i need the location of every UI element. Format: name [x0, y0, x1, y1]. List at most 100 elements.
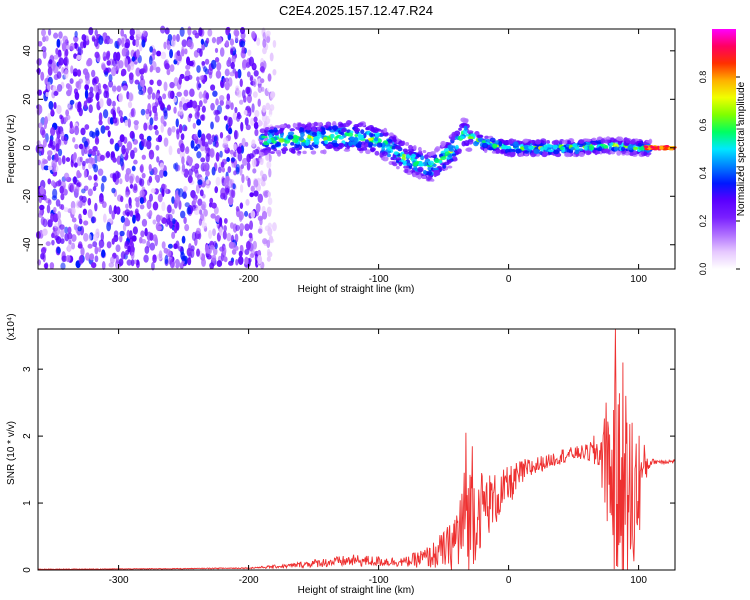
- heatmap-cell: [460, 117, 467, 123]
- heatmap-cell: [412, 161, 418, 167]
- heatmap-cell: [598, 146, 603, 152]
- heatmap-cell: [237, 152, 243, 162]
- heatmap-cell: [339, 123, 345, 127]
- heatmap-cell: [483, 147, 488, 154]
- heatmap-cell: [244, 256, 249, 266]
- heatmap-cell: [102, 83, 108, 90]
- heatmap-cell: [85, 77, 91, 86]
- heatmap-cell: [184, 48, 188, 55]
- heatmap-cell: [214, 115, 220, 123]
- heatmap-cell: [173, 243, 178, 250]
- heatmap-cell: [74, 125, 80, 136]
- heatmap-cell: [126, 259, 132, 266]
- heatmap-cell: [357, 141, 362, 146]
- heatmap-cell: [87, 243, 93, 249]
- heatmap-cell: [176, 221, 180, 231]
- heatmap-cell: [214, 47, 219, 54]
- heatmap-cell: [157, 95, 163, 105]
- heatmap-cell: [60, 204, 65, 211]
- heatmap-cell: [94, 246, 99, 255]
- heatmap-cell: [67, 84, 73, 94]
- snr-line: [37, 328, 676, 571]
- heatmap-cell: [139, 178, 145, 187]
- heatmap-cell: [159, 25, 166, 34]
- heatmap-cell: [132, 214, 136, 224]
- heatmap-cell: [406, 171, 412, 175]
- heatmap-cell: [126, 229, 131, 239]
- heatmap-cell: [151, 261, 155, 271]
- heatmap-cell: [243, 95, 247, 103]
- heatmap-cell: [234, 129, 238, 140]
- heatmap-cell: [101, 64, 106, 71]
- heatmap-cell: [196, 248, 201, 257]
- heatmap-cell: [83, 232, 89, 242]
- snr-x-tick-label: 100: [630, 575, 647, 586]
- heatmap-cell: [258, 151, 265, 157]
- heatmap-cell: [138, 43, 143, 52]
- heatmap-cell: [155, 214, 161, 223]
- heatmap-cell: [151, 92, 156, 100]
- heatmap-cell: [134, 197, 140, 203]
- heatmap-cell: [238, 256, 244, 265]
- heatmap-cell: [192, 122, 197, 129]
- heatmap-cell: [137, 31, 143, 37]
- heatmap-cell: [417, 166, 424, 173]
- heatmap-cell: [156, 92, 160, 99]
- heatmap-cell: [422, 149, 427, 154]
- heatmap-cell: [147, 93, 152, 100]
- heatmap-cell: [248, 153, 254, 159]
- heatmap-cell: [239, 166, 243, 176]
- heatmap-cell: [178, 123, 183, 134]
- heatmap-cell: [223, 137, 229, 145]
- heatmap-cell: [56, 71, 62, 79]
- heatmap-cell: [47, 150, 53, 156]
- heatmap-cell: [84, 147, 88, 155]
- heatmap-cell: [261, 173, 268, 182]
- heatmap-cell: [632, 146, 639, 150]
- heatmap-cell: [119, 234, 123, 243]
- heatmap-cell: [396, 165, 400, 170]
- heatmap-cell: [236, 146, 242, 154]
- heatmap-cell: [118, 92, 124, 103]
- heatmap-cell: [428, 169, 432, 176]
- heatmap-cell: [98, 197, 105, 204]
- heatmap-cell: [257, 228, 263, 234]
- spectrogram-x-tick-label: -100: [369, 274, 389, 285]
- heatmap-cell: [219, 246, 225, 252]
- heatmap-cell: [338, 142, 344, 147]
- heatmap-cell: [239, 99, 244, 105]
- heatmap-cell: [111, 84, 117, 94]
- heatmap-cell: [205, 179, 210, 185]
- heatmap-cell: [119, 134, 125, 143]
- heatmap-cell: [353, 136, 359, 142]
- heatmap-cell: [153, 125, 158, 130]
- heatmap-cell: [225, 40, 229, 47]
- heatmap-cell: [91, 216, 95, 224]
- heatmap-cell: [278, 138, 285, 143]
- heatmap-cell: [243, 109, 248, 116]
- heatmap-cell: [135, 67, 141, 77]
- heatmap-cell: [481, 142, 489, 149]
- heatmap-cell: [301, 123, 306, 128]
- heatmap-cell: [495, 149, 501, 154]
- heatmap-cell: [513, 141, 519, 147]
- heatmap-cell: [140, 108, 146, 116]
- heatmap-cell: [210, 102, 215, 111]
- heatmap-cell: [178, 76, 182, 85]
- heatmap-cell: [69, 120, 73, 129]
- heatmap-cell: [76, 54, 82, 60]
- heatmap-cell: [67, 226, 72, 234]
- heatmap-cell: [258, 157, 264, 163]
- heatmap-cell: [613, 146, 619, 152]
- heatmap-cell: [146, 212, 151, 218]
- heatmap-cell: [58, 57, 64, 66]
- heatmap-cell: [197, 198, 203, 206]
- heatmap-cell: [411, 153, 416, 158]
- heatmap-cell: [412, 172, 416, 178]
- heatmap-cell: [93, 174, 98, 181]
- heatmap-cell: [235, 224, 240, 232]
- heatmap-cell: [100, 231, 104, 242]
- heatmap-cell: [141, 238, 147, 244]
- heatmap-cell: [518, 148, 522, 153]
- heatmap-cell: [325, 121, 332, 127]
